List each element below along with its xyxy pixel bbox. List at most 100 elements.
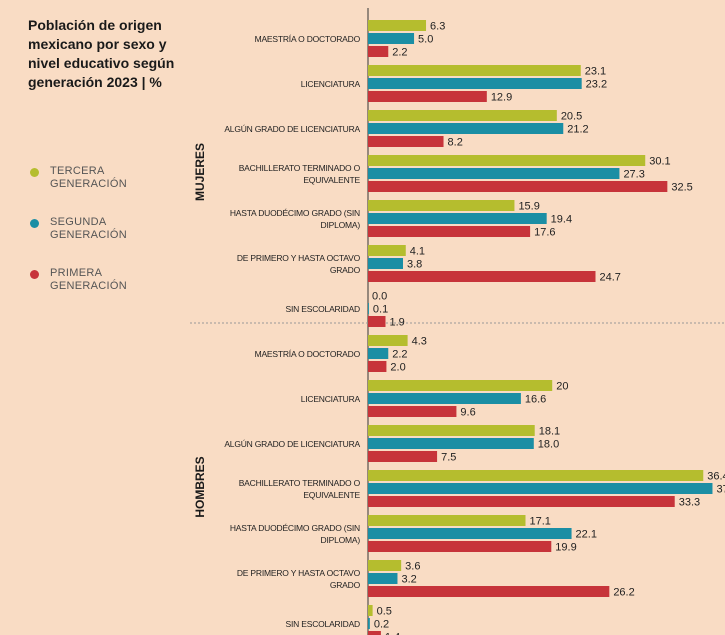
legend-swatch — [30, 168, 39, 177]
value-label: 4.3 — [412, 335, 427, 347]
category-label: LICENCIATURA — [300, 393, 361, 404]
value-label: 1.4 — [385, 631, 400, 635]
category-label: MAESTRÍA O DOCTORADO — [254, 348, 361, 359]
value-label: 0.0 — [372, 290, 387, 302]
category-label: SIN ESCOLARIDAD — [285, 303, 361, 314]
legend-swatch — [30, 270, 39, 279]
panel-label: HOMBRES — [193, 456, 207, 518]
category-label: DE PRIMERO Y HASTA OCTAVO GRADO — [236, 567, 360, 590]
bar — [368, 470, 704, 481]
category-label: HASTA DUODÉCIMO GRADO (SIN DIPLOMA) — [229, 522, 360, 545]
bar — [368, 226, 531, 237]
bar — [368, 483, 713, 494]
value-label: 19.4 — [551, 213, 572, 225]
bar — [368, 406, 457, 417]
category-label: DE PRIMERO Y HASTA OCTAVO GRADO — [236, 252, 360, 275]
value-label: 26.2 — [613, 586, 634, 598]
value-label: 9.6 — [460, 406, 475, 418]
bar — [368, 631, 381, 635]
bar — [368, 573, 398, 584]
value-label: 18.1 — [539, 425, 560, 437]
category-label: MAESTRÍA O DOCTORADO — [254, 33, 361, 44]
bar — [368, 155, 646, 166]
bar — [368, 560, 402, 571]
bar — [368, 618, 370, 629]
legend-label: PRIMERA GENERACIÓN — [50, 267, 127, 292]
bar — [368, 541, 552, 552]
bar — [368, 20, 427, 31]
bar — [368, 361, 387, 372]
category-label: BACHILLERATO TERMINADO O EQUIVALENTE — [238, 162, 361, 185]
value-label: 2.2 — [392, 348, 407, 360]
bar — [368, 380, 553, 391]
value-label: 0.1 — [373, 303, 388, 315]
legend-label: SEGUNDA GENERACIÓN — [50, 216, 127, 241]
bar — [368, 46, 389, 57]
value-label: 32.5 — [671, 181, 692, 193]
value-label: 24.7 — [600, 271, 621, 283]
value-label: 36.4 — [707, 470, 725, 482]
category-label: BACHILLERATO TERMINADO O EQUIVALENTE — [238, 477, 361, 500]
value-label: 37.4 — [716, 483, 725, 495]
value-label: 17.6 — [534, 226, 555, 238]
bar — [368, 110, 557, 121]
value-label: 8.2 — [448, 136, 463, 148]
value-label: 12.9 — [491, 91, 512, 103]
bar — [368, 65, 581, 76]
bar — [368, 136, 444, 147]
bar — [368, 348, 389, 359]
value-label: 30.1 — [649, 155, 670, 167]
value-label: 21.2 — [567, 123, 588, 135]
value-label: 18.0 — [538, 438, 559, 450]
value-label: 15.9 — [518, 200, 539, 212]
legend-swatch — [30, 219, 39, 228]
value-label: 22.1 — [576, 528, 597, 540]
panel-label: MUJERES — [193, 142, 207, 202]
bar — [368, 335, 408, 346]
category-label: LICENCIATURA — [300, 78, 361, 89]
bar — [368, 91, 487, 102]
category-label: ALGÚN GRADO DE LICENCIATURA — [224, 123, 360, 134]
bar — [368, 271, 596, 282]
value-label: 3.8 — [407, 258, 422, 270]
value-label: 2.0 — [390, 361, 405, 373]
value-label: 27.3 — [623, 168, 644, 180]
value-label: 20.5 — [561, 110, 582, 122]
value-label: 33.3 — [679, 496, 700, 508]
bar — [368, 451, 438, 462]
bar — [368, 303, 369, 314]
bar — [368, 515, 526, 526]
category-label: SIN ESCOLARIDAD — [285, 618, 361, 629]
value-label: 20 — [556, 380, 568, 392]
value-label: 3.2 — [401, 573, 416, 585]
category-label: ALGÚN GRADO DE LICENCIATURA — [224, 438, 360, 449]
value-label: 2.2 — [392, 46, 407, 58]
bar — [368, 33, 415, 44]
bar — [368, 200, 515, 211]
bar — [368, 181, 668, 192]
legend-label: TERCERA GENERACIÓN — [50, 165, 127, 190]
bar — [368, 528, 572, 539]
category-label: HASTA DUODÉCIMO GRADO (SIN DIPLOMA) — [229, 207, 360, 230]
bar — [368, 168, 620, 179]
value-label: 7.5 — [441, 451, 456, 463]
bar — [368, 393, 521, 404]
value-label: 3.6 — [405, 560, 420, 572]
value-label: 1.9 — [390, 316, 405, 328]
value-label: 0.5 — [377, 605, 392, 617]
bar — [368, 586, 610, 597]
value-label: 23.2 — [586, 78, 607, 90]
bar — [368, 438, 534, 449]
value-label: 17.1 — [530, 515, 551, 527]
bar — [368, 123, 564, 134]
value-label: 23.1 — [585, 65, 606, 77]
bar — [368, 316, 386, 327]
bar — [368, 605, 373, 616]
value-label: 5.0 — [418, 33, 433, 45]
value-label: 19.9 — [555, 541, 576, 553]
chart-title: Población de origen mexicano por sexo y … — [28, 17, 175, 90]
value-label: 0.2 — [374, 618, 389, 630]
bar — [368, 213, 547, 224]
